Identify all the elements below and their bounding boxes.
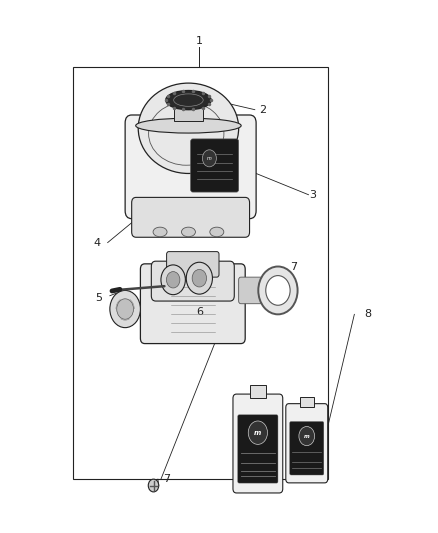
Text: m: m bbox=[207, 156, 212, 161]
FancyBboxPatch shape bbox=[233, 394, 283, 493]
FancyBboxPatch shape bbox=[151, 261, 234, 301]
Circle shape bbox=[266, 276, 290, 305]
Ellipse shape bbox=[136, 118, 241, 133]
Text: 2: 2 bbox=[259, 104, 266, 115]
Ellipse shape bbox=[181, 227, 195, 237]
Text: 5: 5 bbox=[95, 293, 102, 303]
FancyBboxPatch shape bbox=[125, 115, 256, 219]
Ellipse shape bbox=[210, 227, 224, 237]
Circle shape bbox=[248, 421, 268, 445]
FancyBboxPatch shape bbox=[238, 415, 278, 483]
Circle shape bbox=[110, 290, 141, 328]
Circle shape bbox=[161, 265, 185, 295]
FancyBboxPatch shape bbox=[286, 403, 328, 483]
FancyBboxPatch shape bbox=[166, 252, 219, 277]
Bar bbox=[173, 107, 203, 122]
Circle shape bbox=[202, 150, 216, 167]
FancyBboxPatch shape bbox=[191, 139, 239, 192]
Circle shape bbox=[192, 269, 207, 287]
FancyBboxPatch shape bbox=[290, 422, 324, 475]
Bar bbox=[250, 385, 266, 398]
Circle shape bbox=[166, 272, 180, 288]
Text: 1: 1 bbox=[196, 36, 203, 45]
Text: 4: 4 bbox=[93, 238, 100, 247]
Circle shape bbox=[117, 299, 134, 319]
Text: 8: 8 bbox=[364, 309, 371, 319]
Text: 6: 6 bbox=[196, 306, 203, 317]
Circle shape bbox=[186, 262, 212, 294]
Text: m: m bbox=[304, 433, 310, 439]
FancyBboxPatch shape bbox=[239, 277, 265, 304]
Text: 7: 7 bbox=[290, 262, 297, 271]
Text: 3: 3 bbox=[309, 190, 316, 200]
Ellipse shape bbox=[138, 83, 239, 173]
FancyBboxPatch shape bbox=[141, 264, 245, 344]
Ellipse shape bbox=[166, 91, 211, 110]
Circle shape bbox=[148, 479, 159, 492]
Circle shape bbox=[258, 266, 297, 314]
Bar bbox=[73, 67, 328, 479]
FancyBboxPatch shape bbox=[132, 197, 250, 237]
Circle shape bbox=[299, 426, 314, 446]
Text: m: m bbox=[254, 430, 261, 435]
Text: 7: 7 bbox=[163, 474, 170, 484]
Bar bbox=[300, 397, 314, 407]
Ellipse shape bbox=[153, 227, 167, 237]
